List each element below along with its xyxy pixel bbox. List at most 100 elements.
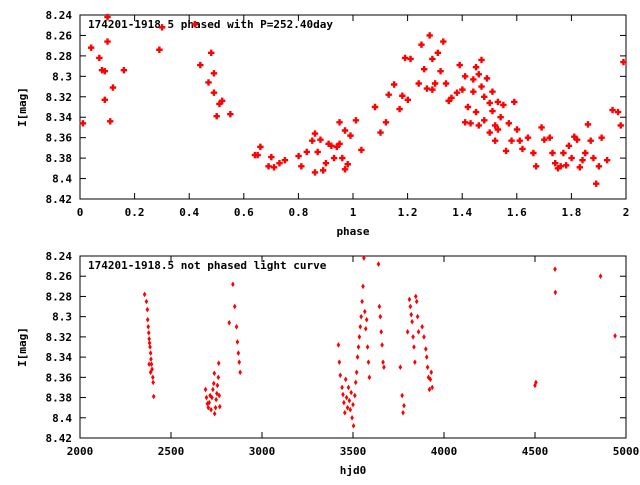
data-point-6 <box>104 38 111 45</box>
data-point-38 <box>227 319 232 326</box>
data-point-35 <box>216 360 221 366</box>
data-point-41 <box>234 323 239 330</box>
data-point-76 <box>445 97 452 105</box>
data-point-28 <box>270 164 278 171</box>
x-tick-label-3000: 3000 <box>249 445 276 458</box>
data-point-107 <box>425 364 430 371</box>
data-point-38 <box>317 136 324 143</box>
data-point-61 <box>401 54 409 62</box>
data-point-116 <box>553 289 558 296</box>
data-point-82 <box>378 313 383 320</box>
chart-panel-2: 2000 2500 3000 3500 4000 4500 5000 8.24 8.26 8.28… <box>16 250 639 477</box>
data-point-70 <box>359 313 363 320</box>
data-point-93 <box>408 303 413 310</box>
y-tick-label-8_36: 8.36 <box>46 371 73 384</box>
data-point-26 <box>265 163 272 170</box>
data-point-124 <box>562 162 570 169</box>
data-point-30 <box>281 156 289 164</box>
data-point-97 <box>412 344 416 350</box>
data-point-115 <box>553 266 557 272</box>
y-tick-label-8_28: 8.28 <box>46 50 73 63</box>
data-point-104 <box>497 114 504 121</box>
data-point-92 <box>478 83 485 90</box>
data-point-111 <box>516 137 523 144</box>
data-point-0 <box>142 291 147 298</box>
data-point-101 <box>415 313 420 320</box>
data-point-19 <box>213 113 220 120</box>
data-point-127 <box>571 133 578 140</box>
data-point-88 <box>472 108 480 116</box>
x-tick-label-0_6: 0.6 <box>234 206 254 219</box>
data-point-42 <box>328 142 335 150</box>
data-point-37 <box>314 148 321 156</box>
x-tick-label-1_6: 1.6 <box>507 206 527 219</box>
data-point-103 <box>420 323 424 330</box>
data-point-73 <box>437 68 444 75</box>
data-point-107 <box>505 120 513 127</box>
data-point-100 <box>491 122 499 129</box>
data-point-23 <box>208 392 212 399</box>
data-point-20 <box>216 100 223 108</box>
data-point-123 <box>560 149 567 157</box>
chart-panel-1: 0 0.2 0.4 0.6 0.8 1 1.2 1.4 1.6 1.8 2 8.24 8.26 8.28 8… <box>16 9 629 238</box>
data-point-6 <box>147 336 151 342</box>
data-point-15 <box>151 393 156 400</box>
y-tick-label-8_36: 8.36 <box>46 132 73 145</box>
data-point-34 <box>309 137 316 144</box>
data-point-5 <box>146 330 151 336</box>
data-point-13 <box>191 21 199 28</box>
data-point-141 <box>617 122 624 129</box>
data-point-24 <box>209 406 213 413</box>
data-point-2 <box>96 54 103 62</box>
data-point-112 <box>430 384 434 391</box>
data-point-85 <box>470 76 477 83</box>
data-point-74 <box>440 38 447 45</box>
data-point-62 <box>351 423 356 429</box>
data-point-4 <box>101 96 108 104</box>
x-tick-label-0: 0 <box>77 206 84 219</box>
x-tick-label-0_8: 0.8 <box>288 206 308 219</box>
data-point-101 <box>491 137 499 144</box>
data-point-91 <box>405 329 410 335</box>
data-point-75 <box>442 80 450 87</box>
y-tick-label-8_32: 8.32 <box>46 91 73 104</box>
data-point-60 <box>399 92 406 99</box>
data-point-67 <box>423 85 431 92</box>
data-point-118 <box>546 134 553 141</box>
data-point-61 <box>351 401 355 408</box>
data-point-80 <box>376 261 381 267</box>
data-point-94 <box>481 117 488 124</box>
data-point-89 <box>401 409 405 416</box>
data-point-40 <box>322 160 330 167</box>
data-point-85 <box>381 359 385 365</box>
data-point-73 <box>362 255 366 261</box>
data-point-51 <box>342 399 346 406</box>
data-point-117 <box>541 136 548 143</box>
data-point-81 <box>377 303 382 310</box>
y-tick-label-8_34: 8.34 <box>46 351 73 364</box>
data-point-66 <box>355 354 360 360</box>
data-point-92 <box>407 296 412 303</box>
data-point-1 <box>87 44 95 51</box>
data-point-60 <box>350 414 354 421</box>
data-point-84 <box>467 120 474 127</box>
data-point-98 <box>489 107 496 115</box>
data-point-108 <box>508 137 515 144</box>
data-point-68 <box>426 32 433 39</box>
data-point-48 <box>341 166 349 173</box>
data-point-69 <box>429 86 436 93</box>
data-point-9 <box>109 84 117 91</box>
data-point-40 <box>232 303 237 310</box>
data-point-30 <box>213 404 218 411</box>
data-point-115 <box>532 163 540 170</box>
data-point-125 <box>565 142 573 150</box>
x-tick-label-1_4: 1.4 <box>452 206 472 219</box>
data-point-122 <box>557 163 564 170</box>
data-point-81 <box>461 119 469 126</box>
data-point-49 <box>340 384 344 391</box>
data-point-27 <box>268 153 275 161</box>
data-point-24 <box>254 151 261 159</box>
data-point-120 <box>552 160 559 167</box>
data-point-8 <box>107 118 114 125</box>
data-points <box>79 13 627 187</box>
